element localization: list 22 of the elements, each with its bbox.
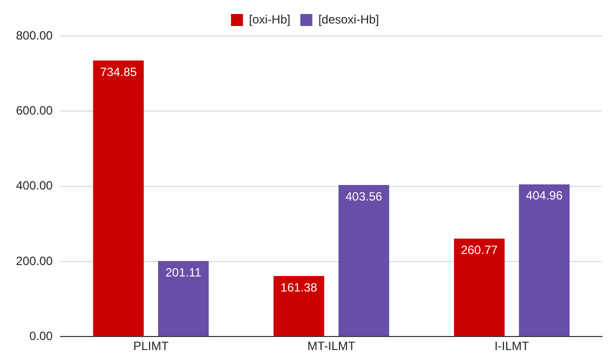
y-tick-label: 800.00 (16, 28, 54, 42)
x-tick-label: PLIMT (133, 339, 170, 354)
bar (93, 60, 144, 336)
x-tick-label: MT-ILMT (307, 339, 356, 354)
bar (518, 184, 570, 336)
y-tick-label: 0.00 (29, 328, 54, 343)
bar (454, 238, 505, 336)
bar (338, 184, 390, 336)
y-tick-label: 600.00 (16, 103, 54, 118)
y-tick-label: 400.00 (16, 178, 54, 193)
data-label: 404.96 (526, 188, 563, 203)
y-tick-label: 200.00 (16, 254, 54, 268)
legend-label: [desoxi-Hb] (318, 12, 380, 26)
legend-label: [oxi-Hb] (248, 12, 290, 26)
bar (274, 276, 324, 336)
data-label: 403.56 (345, 189, 383, 204)
data-label: 734.85 (100, 64, 138, 79)
x-tick-label: I-ILMT (494, 339, 530, 354)
bar (158, 261, 209, 336)
data-label: 201.11 (165, 265, 202, 280)
data-label: 161.38 (280, 280, 318, 294)
data-label: 260.77 (460, 242, 498, 257)
